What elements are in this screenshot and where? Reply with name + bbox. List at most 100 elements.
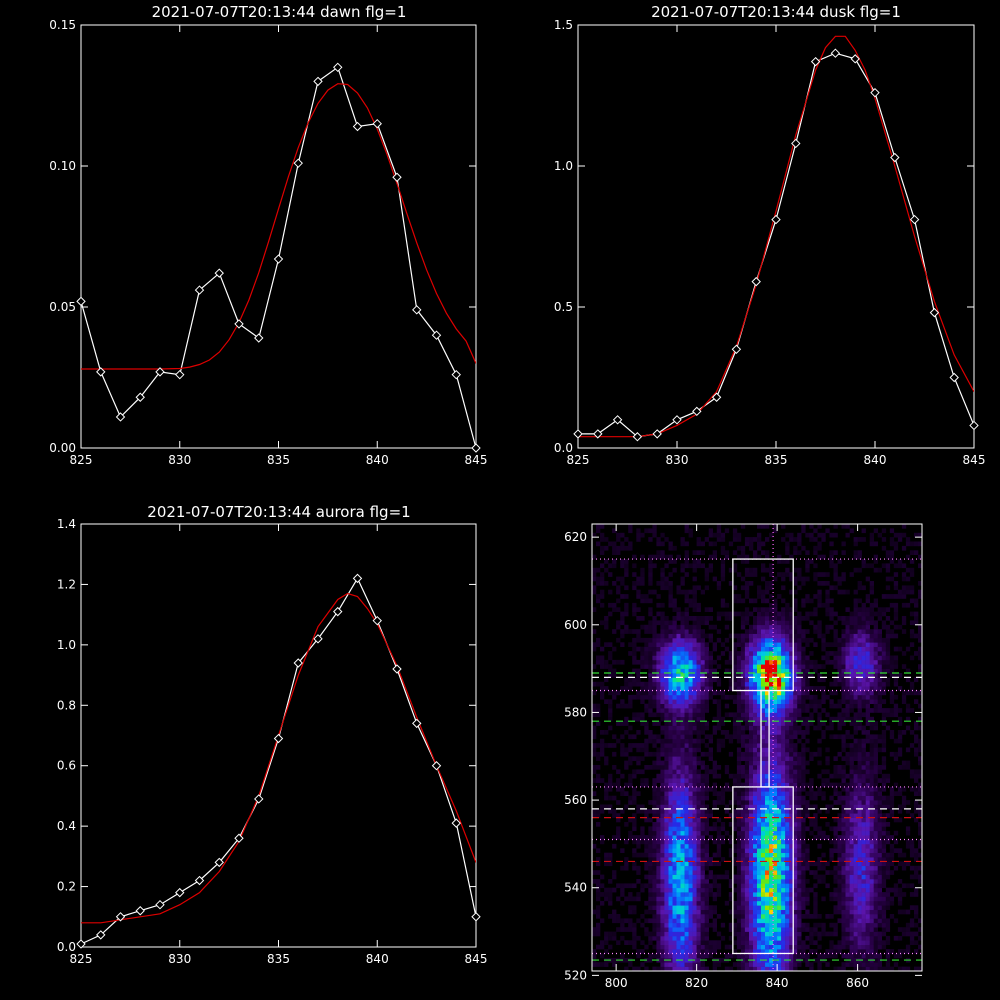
heatmap-cell [680,624,685,630]
heatmap-cell [841,690,846,696]
heatmap-cell [841,874,846,880]
heatmap-cell [805,686,810,691]
heatmap-cell [608,773,613,779]
heatmap-cell [716,892,722,897]
heatmap-cell [857,944,862,950]
heatmap-cell [785,559,790,564]
heatmap-cell [652,624,657,630]
heatmap-cell [797,690,802,696]
heatmap-cell [789,747,794,753]
heatmap-cell [672,664,677,669]
heatmap-cell [696,655,701,661]
heatmap-cell [793,927,798,932]
heatmap-cell [781,835,786,840]
heatmap-cell [765,550,770,555]
heatmap-cell [656,642,661,647]
heatmap-cell [789,874,794,880]
heatmap-cell [825,782,830,788]
heatmap-cell [873,935,878,941]
heatmap-cell [781,620,786,626]
heatmap-cell [757,532,762,538]
heatmap-cell [616,738,621,744]
heatmap-cell [749,655,754,661]
heatmap-cell [708,567,713,573]
heatmap-cell [624,747,629,753]
heatmap-cell [688,808,693,814]
heatmap-cell [749,966,754,972]
heatmap-cell [797,760,802,766]
heatmap-cell [656,651,661,656]
heatmap-cell [873,786,878,792]
heatmap-cell [604,892,609,897]
heatmap-cell [652,843,657,849]
heatmap-cell [861,769,866,775]
heatmap-cell [849,887,854,893]
heatmap-cell [652,914,657,919]
heatmap-cell [704,673,709,678]
heatmap-cell [740,800,746,805]
heatmap-cell [813,703,818,709]
heatmap-cell [753,883,758,889]
heatmap-cell [833,927,838,932]
heatmap-cell [853,646,858,652]
heatmap-cell [708,668,713,674]
heatmap-cell [821,734,826,740]
heatmap-cell [696,865,701,871]
heatmap-cell [736,712,742,718]
dusk-data-point [692,406,702,417]
heatmap-cell [809,870,814,875]
heatmap-cell [841,962,846,967]
heatmap-cell [777,624,782,630]
heatmap-cell [744,786,750,792]
heatmap-cell [781,725,786,731]
heatmap-cell [773,703,778,709]
heatmap-cell [680,949,685,954]
heatmap-cell [765,585,770,591]
heatmap-cell [749,629,754,634]
heatmap-cell [744,747,750,753]
heatmap-cell [688,914,693,919]
heatmap-cell [700,962,705,967]
heatmap-cell [676,703,681,709]
heatmap-cell [801,804,806,810]
heatmap-cell [640,694,645,700]
heatmap-cell [736,905,742,910]
heatmap-cell [628,629,633,634]
heatmap-cell [749,699,754,704]
heatmap-cell [728,879,734,884]
heatmap-cell [720,567,726,573]
heatmap-cell [700,874,705,880]
heatmap-cell [656,909,661,915]
heatmap-cell [757,765,762,770]
heatmap-cell [712,725,717,731]
heatmap-cell [680,940,685,945]
heatmap-cell [672,734,677,740]
heatmap-cell [648,712,653,718]
heatmap-cell [656,949,661,954]
heatmap-cell [785,830,790,836]
heatmap-cell [773,699,778,704]
heatmap-cell [857,800,862,805]
heatmap-cell [757,681,762,687]
heatmap-cell [781,843,786,849]
heatmap-cell [797,800,802,805]
heatmap-cell [680,725,685,731]
heatmap-cell [652,813,657,818]
heatmap-cell [849,804,854,810]
heatmap-cell [801,905,806,910]
heatmap-cell [769,747,774,753]
heatmap-cell [857,817,862,823]
heatmap-cell [676,953,681,959]
heatmap-cell [861,673,866,678]
heatmap-cell [813,940,818,945]
heatmap-cell [708,637,713,643]
heatmap-cell [833,830,838,836]
heatmap-cell [684,677,689,683]
heatmap-cell [704,765,709,770]
heatmap-cell [596,773,601,779]
heatmap-cell [765,716,770,722]
heatmap-cell [813,751,818,757]
heatmap-cell [664,892,669,897]
heatmap-cell [785,545,790,551]
heatmap-cell [813,537,818,542]
